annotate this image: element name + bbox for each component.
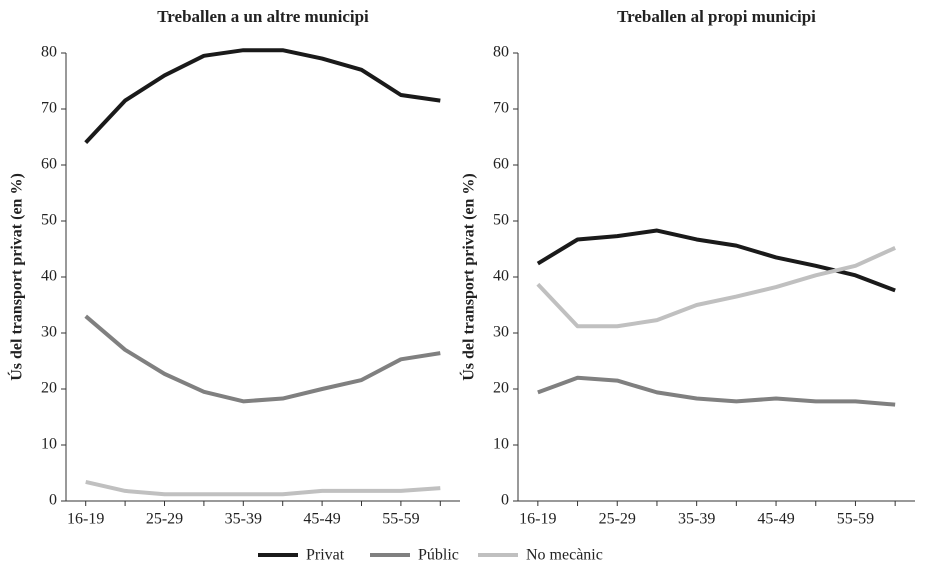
y-tick-label: 80 [41, 44, 57, 61]
y-tick-label: 30 [41, 324, 57, 341]
y-tick-label: 70 [41, 100, 57, 117]
y-tick-label: 30 [493, 324, 509, 341]
legend-label: Públic [418, 547, 459, 564]
y-axis-label: Ús del transport privat (en %) [459, 173, 478, 381]
chart-title: Treballen a un altre municipi [157, 7, 369, 26]
y-tick-label: 70 [493, 100, 509, 117]
line-series [84, 48, 441, 144]
x-tick-label: 45-49 [303, 511, 340, 528]
x-tick-label: 16-19 [67, 511, 104, 528]
y-tick-label: 40 [493, 268, 509, 285]
y-tick-label: 60 [41, 156, 57, 173]
x-tick-label: 25-29 [146, 511, 183, 528]
x-tick-label: 55-59 [837, 511, 874, 528]
y-tick-label: 20 [41, 380, 57, 397]
line-series [84, 314, 441, 404]
chart-title: Treballen al propi municipi [617, 7, 816, 26]
line-series [85, 480, 441, 497]
x-tick-label: 25-29 [599, 511, 636, 528]
y-tick-label: 80 [493, 44, 509, 61]
y-tick-label: 10 [493, 436, 509, 453]
y-tick-label: 0 [49, 492, 57, 509]
legend-label: Privat [306, 547, 345, 564]
x-tick-label: 45-49 [757, 511, 794, 528]
x-tick-label: 16-19 [519, 511, 556, 528]
y-tick-label: 10 [41, 436, 57, 453]
x-tick-label: 35-39 [225, 511, 262, 528]
y-tick-label: 50 [493, 212, 509, 229]
x-tick-label: 35-39 [678, 511, 715, 528]
line-series [536, 246, 896, 329]
line-series [536, 228, 896, 293]
y-tick-label: 60 [493, 156, 509, 173]
y-tick-label: 0 [501, 492, 509, 509]
y-axis-label: Ús del transport privat (en %) [7, 173, 26, 381]
y-tick-label: 50 [41, 212, 57, 229]
x-tick-label: 55-59 [382, 511, 419, 528]
legend-label: No mecànic [526, 547, 603, 564]
line-series [537, 375, 896, 407]
y-tick-label: 20 [493, 380, 509, 397]
y-tick-label: 40 [41, 268, 57, 285]
